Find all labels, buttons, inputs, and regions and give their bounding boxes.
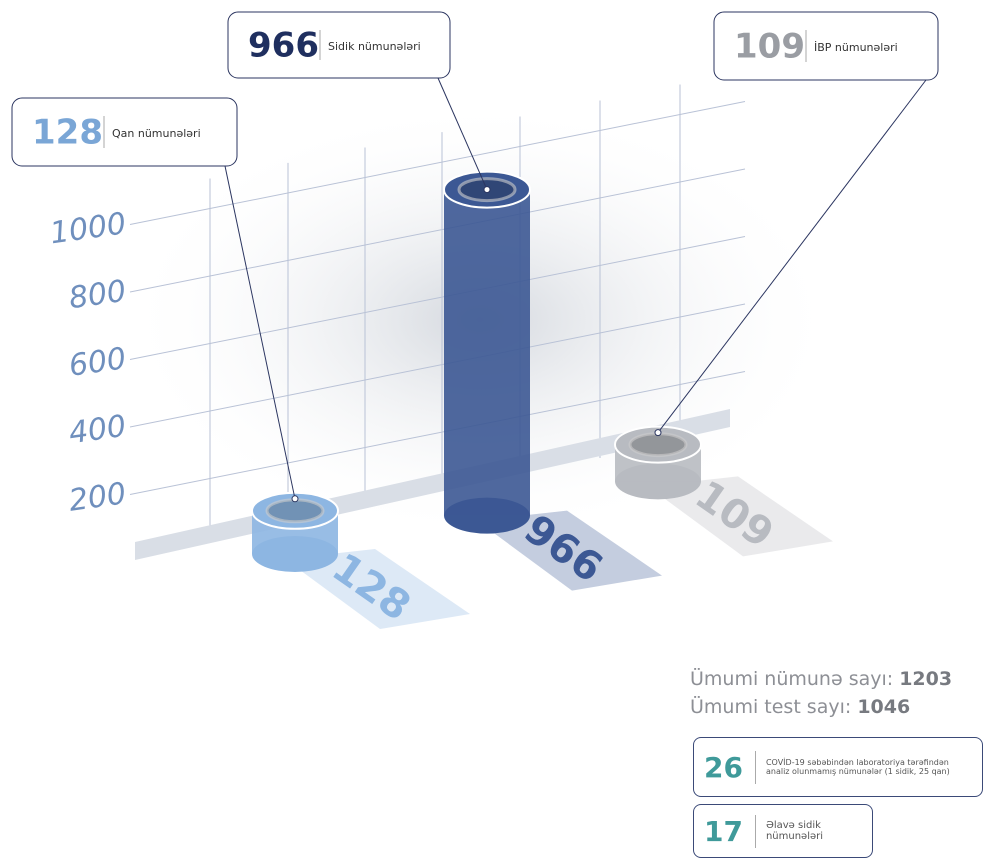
grid-line <box>129 371 746 495</box>
floor-shadow <box>285 549 470 629</box>
callout-value: 109 <box>734 27 805 67</box>
callout-box <box>713 11 939 81</box>
grid-line <box>129 168 746 293</box>
bar-hole <box>628 432 688 458</box>
callout-line <box>437 77 488 190</box>
bar <box>444 189 530 516</box>
callout-line <box>657 79 927 433</box>
grid-line <box>129 236 746 360</box>
y-tick-label: 1000 <box>48 206 128 251</box>
callout-label: İBP nümunələri <box>814 41 898 54</box>
callout-dot <box>654 429 662 437</box>
y-tick-label: 200 <box>67 476 129 519</box>
summary-1: Ümumi nümunə sayı: 1203 <box>690 668 953 690</box>
callout-box <box>11 97 238 167</box>
bar-hole <box>265 498 325 524</box>
floor-shadow <box>648 476 833 557</box>
y-tick-label: 800 <box>67 274 129 317</box>
grid-line <box>129 303 746 428</box>
y-tick-label: 400 <box>67 409 129 452</box>
note-2: 17 Əlavə sidik nümunələri <box>693 804 873 858</box>
summary-2: Ümumi test sayı: 1046 <box>690 696 911 718</box>
callout-value: 966 <box>248 26 319 66</box>
floor-shadow <box>477 510 662 591</box>
note-1: 26 COVİD-19 səbəbindən laboratoriya tərəf… <box>693 737 983 797</box>
callout-dot <box>483 186 491 194</box>
callout-label: Qan nümunələri <box>112 127 201 140</box>
callout-dot <box>291 495 299 503</box>
callout-label: Sidik nümunələri <box>328 40 421 53</box>
callout-box <box>227 11 451 79</box>
callout-line <box>224 165 296 499</box>
callout-value: 128 <box>32 113 103 153</box>
y-tick-label: 600 <box>67 341 129 384</box>
